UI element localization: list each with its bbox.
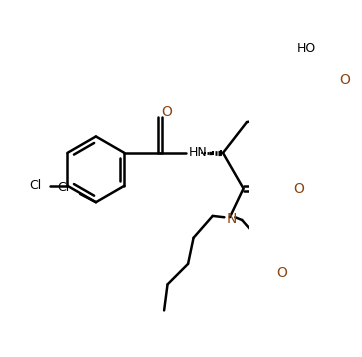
Text: O: O [293, 181, 304, 196]
Text: O: O [340, 72, 350, 87]
Text: O: O [277, 266, 287, 281]
Text: HN: HN [189, 146, 207, 159]
Text: Cl: Cl [29, 179, 41, 192]
Text: HO: HO [297, 42, 316, 55]
Text: N: N [227, 212, 237, 226]
Text: O: O [161, 105, 172, 119]
Text: Cl: Cl [58, 181, 70, 193]
